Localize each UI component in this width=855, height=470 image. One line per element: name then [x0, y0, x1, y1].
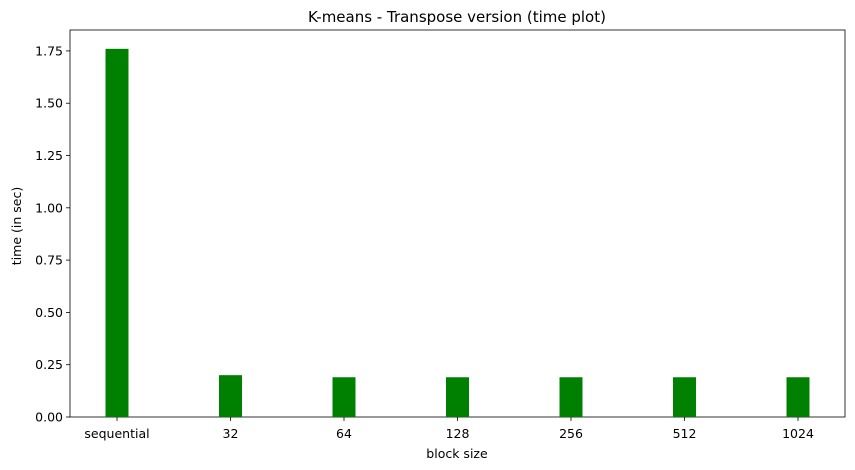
bar-sequential: [105, 48, 129, 417]
y-axis-label: time (in sec): [9, 187, 24, 265]
y-tick-label: 0.75: [35, 253, 63, 268]
x-axis-label: block size: [426, 446, 488, 461]
y-tick-label: 1.00: [35, 200, 63, 215]
bar-1024: [786, 377, 810, 417]
bar-128: [446, 377, 469, 417]
bar-512: [673, 377, 696, 417]
y-tick-label: 1.75: [35, 43, 63, 58]
y-tick-label: 1.25: [35, 148, 63, 163]
x-axis: sequential 32 64 128 256 512 1024: [84, 417, 814, 441]
y-tick-label: 0.25: [35, 357, 63, 372]
bars-group: [105, 48, 810, 417]
bar-32: [219, 375, 242, 417]
y-axis: 0.00 0.25 0.50 0.75 1.00 1.25 1.50 1.75: [35, 43, 70, 425]
plot-frame: [69, 29, 846, 418]
y-tick-label: 0.00: [35, 410, 63, 425]
bar-64: [332, 377, 356, 417]
x-tick-label: 32: [223, 426, 239, 441]
x-tick-label: 128: [446, 426, 470, 441]
x-tick-label: 256: [559, 426, 583, 441]
x-tick-label: 64: [336, 426, 352, 441]
y-tick-label: 1.50: [35, 96, 63, 111]
x-tick-label: 1024: [782, 426, 814, 441]
x-tick-label: sequential: [84, 426, 149, 441]
chart-title: K-means - Transpose version (time plot): [308, 8, 606, 26]
plot-area: [69, 29, 846, 418]
x-tick-label: 512: [673, 426, 697, 441]
bar-256: [559, 377, 583, 417]
y-tick-label: 0.50: [35, 305, 63, 320]
